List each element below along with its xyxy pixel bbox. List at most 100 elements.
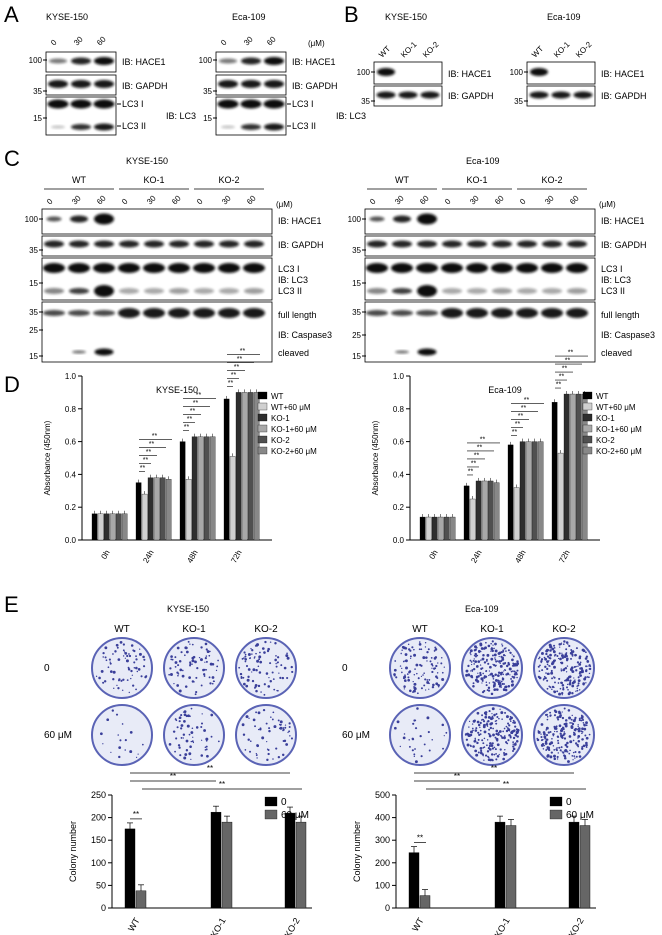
e-colony <box>276 656 280 659</box>
e-bar <box>419 895 431 909</box>
e-colony <box>561 656 565 660</box>
e-colony <box>549 711 552 714</box>
e-colony <box>434 646 436 649</box>
e-colony <box>443 735 445 737</box>
e-colony <box>504 752 508 756</box>
e-colony <box>550 669 553 672</box>
e-colony <box>507 649 510 652</box>
d-bar <box>437 516 444 541</box>
e-colony <box>256 757 258 759</box>
e-colony <box>576 728 579 731</box>
e-colony <box>290 737 293 740</box>
e-colony <box>268 676 270 679</box>
e-colony <box>122 643 125 646</box>
d-bar <box>431 516 438 541</box>
e-colony <box>206 754 209 758</box>
e-colony <box>182 737 184 739</box>
c-casp-full-band <box>416 310 438 316</box>
e-colony <box>189 661 192 664</box>
e-colony <box>182 669 184 672</box>
d-x-tick-label: 24h <box>469 549 483 565</box>
e-colony <box>494 748 497 751</box>
e-colony <box>515 673 518 676</box>
e-legend-swatch <box>549 809 563 820</box>
e-colony <box>471 727 474 730</box>
e-genotype-label: KO-1 <box>182 624 206 635</box>
e-colony <box>137 668 141 671</box>
c-line-title-2: Eca-109 <box>466 156 500 166</box>
e-y-tick-label: 300 <box>375 835 390 845</box>
panel-label-b: B <box>344 2 359 27</box>
e-colony <box>247 668 251 671</box>
d-legend-swatch <box>582 424 593 433</box>
e-colony <box>508 733 511 737</box>
d-y-tick-label: 0.6 <box>393 438 405 447</box>
e-colony <box>505 741 507 744</box>
e-colony <box>413 648 415 651</box>
e-colony <box>109 662 112 665</box>
e-colony <box>128 691 130 694</box>
e-colony <box>543 744 546 747</box>
e-colony <box>188 676 191 679</box>
e-colony <box>570 657 572 660</box>
e-colony <box>112 653 114 655</box>
e-colony <box>540 735 543 739</box>
e-colony <box>396 720 400 724</box>
e-colony <box>490 642 492 645</box>
e-colony <box>111 709 114 712</box>
e-colony <box>551 685 555 689</box>
e-colony <box>133 667 136 669</box>
e-colony <box>546 718 549 721</box>
e-legend-label: 0 <box>566 797 572 808</box>
d-sig-mark: ** <box>184 424 190 431</box>
e-colony <box>472 682 475 685</box>
e-colony <box>509 651 512 654</box>
e-colony <box>178 689 182 693</box>
e-colony <box>565 654 568 658</box>
e-colony <box>184 753 188 756</box>
e-colony <box>195 690 198 694</box>
e-x-tick-label: WT <box>126 916 142 934</box>
a-mw-100: 100 <box>29 56 43 65</box>
e-colony <box>549 686 552 689</box>
e-colony <box>488 682 491 684</box>
e-colony <box>170 655 173 658</box>
e-colony <box>515 740 519 743</box>
e-colony <box>467 664 470 667</box>
d-bar <box>449 516 456 541</box>
e-colony <box>416 672 418 675</box>
e-colony <box>179 754 182 757</box>
e-colony <box>502 673 505 676</box>
e-colony <box>441 678 445 682</box>
e-colony <box>508 724 511 727</box>
d-bar <box>91 513 98 541</box>
b-genotype-label: KO-1 <box>399 39 419 59</box>
e-colony <box>409 689 412 693</box>
e-colony <box>542 738 544 741</box>
e-colony <box>545 649 549 653</box>
e-bar <box>494 821 506 909</box>
b-gapdh-band <box>573 91 593 99</box>
e-colony <box>565 641 569 644</box>
e-colony <box>240 676 243 679</box>
e-colony <box>465 673 468 677</box>
e-colony <box>177 744 181 747</box>
e-colony <box>112 678 115 681</box>
c-dose-label: 60 <box>95 193 108 206</box>
e-colony <box>424 678 427 681</box>
e-colony <box>180 651 183 654</box>
e-colony <box>480 659 482 661</box>
e-colony <box>170 658 173 661</box>
e-colony <box>578 656 582 660</box>
e-colony <box>443 666 445 668</box>
c-casp-full-band <box>466 308 488 318</box>
e-colony <box>247 653 251 656</box>
c-dose-label: 0 <box>45 197 55 207</box>
e-colony <box>574 716 577 720</box>
e-colony <box>557 736 560 738</box>
d-bar <box>229 456 236 541</box>
e-colony <box>178 659 182 663</box>
c-mw-15: 15 <box>352 279 361 288</box>
e-colony <box>274 642 277 645</box>
e-y-tick-label: 150 <box>91 835 106 845</box>
